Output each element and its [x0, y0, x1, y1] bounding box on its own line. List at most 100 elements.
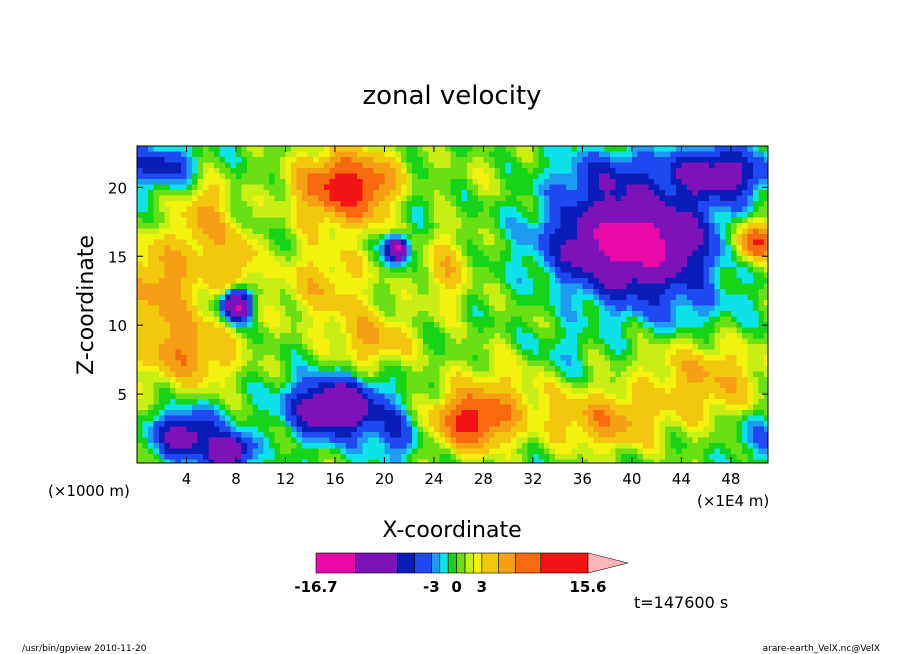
field-cell: [747, 212, 754, 219]
field-cell: [593, 278, 600, 285]
field-cell: [346, 366, 353, 373]
field-cell: [412, 349, 419, 356]
field-cell: [307, 157, 314, 164]
field-cell: [175, 338, 182, 345]
field-cell: [258, 294, 265, 301]
field-cell: [566, 338, 573, 345]
field-cell: [522, 245, 529, 252]
field-cell: [709, 245, 716, 252]
field-cell: [340, 333, 347, 340]
field-cell: [324, 162, 331, 169]
field-cell: [577, 344, 584, 351]
field-cell: [269, 333, 276, 340]
field-cell: [428, 366, 435, 373]
field-cell: [626, 250, 633, 257]
field-cell: [241, 344, 248, 351]
field-cell: [241, 349, 248, 356]
field-cell: [137, 366, 144, 373]
field-cell: [714, 190, 721, 197]
field-cell: [621, 184, 628, 191]
field-cell: [632, 256, 639, 263]
field-cell: [186, 338, 193, 345]
field-cell: [412, 272, 419, 279]
field-cell: [203, 333, 210, 340]
field-cell: [472, 195, 479, 202]
field-cell: [456, 190, 463, 197]
field-cell: [351, 333, 358, 340]
field-cell: [753, 168, 760, 175]
field-cell: [670, 371, 677, 378]
field-cell: [467, 316, 474, 323]
field-cell: [252, 311, 259, 318]
field-cell: [676, 190, 683, 197]
field-cell: [626, 239, 633, 246]
field-cell: [203, 289, 210, 296]
field-cell: [500, 250, 507, 257]
field-cell: [329, 206, 336, 213]
field-cell: [670, 333, 677, 340]
field-cell: [318, 355, 325, 362]
field-cell: [357, 278, 364, 285]
field-cell: [247, 184, 254, 191]
field-cell: [621, 305, 628, 312]
field-cell: [461, 300, 468, 307]
field-cell: [219, 168, 226, 175]
field-cell: [181, 195, 188, 202]
field-cell: [714, 327, 721, 334]
field-cell: [445, 162, 452, 169]
field-cell: [302, 344, 309, 351]
field-cell: [192, 146, 199, 153]
field-cell: [599, 333, 606, 340]
field-cell: [274, 239, 281, 246]
field-cell: [483, 239, 490, 246]
field-cell: [280, 179, 287, 186]
field-cell: [285, 382, 292, 389]
field-cell: [643, 184, 650, 191]
field-cell: [434, 212, 441, 219]
field-cell: [390, 355, 397, 362]
field-cell: [478, 245, 485, 252]
field-cell: [153, 256, 160, 263]
field-cell: [412, 162, 419, 169]
field-cell: [236, 223, 243, 230]
field-cell: [137, 382, 144, 389]
field-cell: [340, 201, 347, 208]
field-cell: [560, 151, 567, 158]
field-cell: [714, 179, 721, 186]
field-cell: [758, 190, 765, 197]
field-cell: [615, 316, 622, 323]
field-cell: [192, 223, 199, 230]
field-cell: [467, 300, 474, 307]
field-cell: [307, 305, 314, 312]
field-cell: [643, 223, 650, 230]
field-cell: [225, 157, 232, 164]
field-cell: [186, 195, 193, 202]
field-cell: [170, 322, 177, 329]
field-cell: [307, 294, 314, 301]
field-cell: [736, 349, 743, 356]
field-cell: [329, 228, 336, 235]
field-cell: [395, 316, 402, 323]
field-cell: [511, 261, 518, 268]
field-cell: [318, 283, 325, 290]
field-cell: [208, 212, 215, 219]
field-cell: [626, 267, 633, 274]
field-cell: [632, 349, 639, 356]
field-cell: [296, 316, 303, 323]
field-cell: [379, 162, 386, 169]
field-cell: [626, 338, 633, 345]
field-cell: [703, 294, 710, 301]
field-cell: [742, 355, 749, 362]
field-cell: [252, 261, 259, 268]
field-cell: [593, 256, 600, 263]
field-cell: [241, 272, 248, 279]
field-cell: [219, 278, 226, 285]
field-cell: [159, 349, 166, 356]
field-cell: [296, 272, 303, 279]
field-cell: [258, 223, 265, 230]
field-cell: [654, 322, 661, 329]
field-cell: [318, 146, 325, 153]
field-cell: [357, 377, 364, 384]
field-cell: [483, 366, 490, 373]
field-cell: [450, 272, 457, 279]
